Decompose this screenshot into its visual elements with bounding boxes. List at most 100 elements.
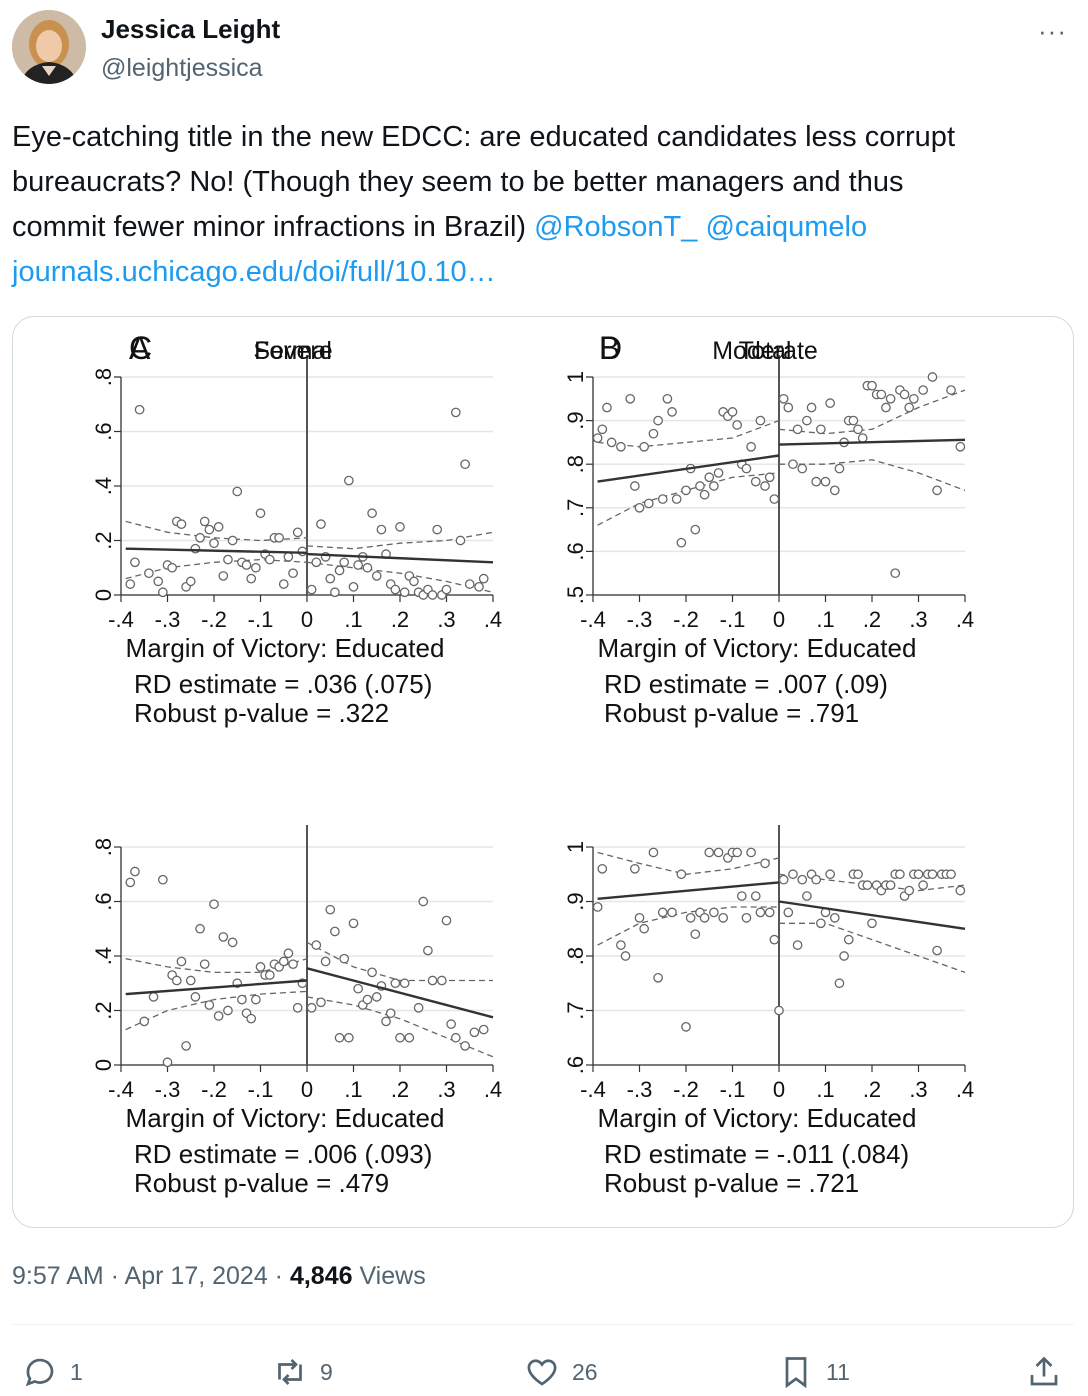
data-point (176, 956, 187, 967)
media-image[interactable]: 0 .2 .4 .6 .8 -.4 -.3 -.2 -.1 0 .1 .2 .3 .4 A Formal Mar… (12, 316, 1074, 1228)
tweet-line: Eye-catching title in the new EDCC: are … (12, 121, 955, 153)
author-avatar[interactable] (12, 10, 86, 84)
data-point (204, 524, 215, 535)
data-point (460, 459, 470, 470)
more-options-icon[interactable]: ··· (1038, 16, 1067, 46)
x-tick-label: .2 (863, 607, 881, 632)
y-tick-label: .6 (563, 1056, 588, 1074)
author-handle[interactable]: @leightjessica (101, 54, 263, 82)
y-tick-label: .2 (91, 1001, 116, 1019)
x-tick-label: -.3 (155, 1077, 181, 1102)
data-point (320, 956, 331, 967)
data-point (904, 402, 915, 413)
robust-p-value: Robust p-value = .721 (604, 1168, 859, 1198)
reply-button[interactable]: 1 (22, 1352, 83, 1392)
data-point (343, 475, 354, 486)
data-point (297, 546, 308, 557)
data-point (732, 420, 743, 430)
data-point (367, 508, 377, 519)
data-point (797, 874, 808, 885)
chart-panel-b: .5 .6 .7 .8 .9 1 -.4 -.3 -.2 -.1 0 .1 .2 .3 .4 B Moderat… (563, 330, 974, 728)
data-point (918, 385, 929, 395)
data-point (616, 441, 626, 452)
like-button[interactable]: 26 (524, 1352, 598, 1392)
author-name[interactable]: Jessica Leight (101, 14, 281, 44)
data-point (750, 476, 761, 487)
repost-button[interactable]: 9 (272, 1352, 333, 1392)
x-tick-label: .4 (956, 607, 974, 632)
data-point (755, 415, 766, 426)
data-point (788, 869, 798, 880)
chart-panel-a: 0 .2 .4 .6 .8 -.4 -.3 -.2 -.1 0 .1 .2 .3 .4 A Formal Mar… (91, 330, 502, 728)
data-point (806, 402, 817, 413)
share-button[interactable] (1026, 1352, 1062, 1392)
data-point (199, 959, 210, 970)
x-tick-label: -.1 (720, 1077, 746, 1102)
rd-estimate: RD estimate = .006 (.093) (134, 1139, 432, 1169)
y-tick-label: .8 (91, 838, 116, 856)
confidence-band (597, 906, 779, 946)
data-point (955, 885, 966, 896)
data-point (592, 902, 603, 912)
fit-line (778, 900, 966, 930)
panel-letter: C (129, 330, 152, 366)
data-point (876, 389, 887, 400)
data-point (325, 573, 336, 584)
y-tick-label: .6 (91, 422, 116, 440)
data-point (843, 934, 854, 945)
data-point (792, 940, 803, 950)
data-point (955, 441, 966, 452)
tweet-timestamp[interactable]: 9:57 AM · Apr 17, 2024 · (12, 1262, 290, 1290)
data-point (764, 907, 775, 918)
data-point (699, 489, 710, 500)
data-point (946, 385, 956, 395)
data-point (125, 579, 136, 589)
x-axis-label: Margin of Victory: Educated (126, 1103, 445, 1133)
data-point (278, 956, 289, 967)
x-tick-label: .3 (909, 1077, 927, 1102)
mention-link[interactable]: @RobsonT_ (534, 211, 698, 243)
article-link[interactable]: journals.uchicago.edu/doi/full/10.10… (12, 256, 496, 288)
data-point (788, 459, 798, 470)
data-point (255, 962, 266, 972)
data-point (264, 554, 275, 565)
data-point (834, 978, 845, 989)
data-point (153, 576, 164, 587)
data-point (899, 389, 910, 400)
data-point (288, 568, 298, 579)
confidence-band (778, 389, 966, 435)
data-point (634, 502, 645, 513)
tweet-line: commit fewer minor infractions in Brazil… (12, 205, 1062, 250)
data-point (825, 869, 836, 880)
data-point (381, 1016, 391, 1027)
repost-icon (278, 1359, 302, 1385)
data-point (316, 519, 326, 529)
x-tick-label: -.2 (201, 607, 227, 632)
confidence-band (125, 990, 308, 1031)
mention-link[interactable]: @caiqumelo (705, 211, 868, 243)
data-point (232, 486, 243, 497)
tweet-line-text: commit fewer minor infractions in Brazil… (12, 211, 535, 243)
data-point (895, 869, 905, 880)
data-point (339, 557, 350, 568)
data-point (690, 929, 701, 940)
bookmark-button[interactable]: 11 (778, 1352, 850, 1392)
data-point (885, 393, 896, 404)
x-tick-label: -.1 (248, 607, 274, 632)
data-point (264, 970, 275, 980)
data-point (209, 538, 219, 549)
x-tick-label: .3 (437, 607, 455, 632)
x-tick-label: -.1 (248, 1077, 274, 1102)
data-point (667, 407, 677, 417)
y-tick-label: .5 (563, 586, 588, 604)
y-tick-label: .8 (563, 455, 588, 473)
data-point (671, 494, 682, 504)
x-tick-label: .1 (344, 1077, 362, 1102)
data-point (681, 485, 691, 496)
data-point (409, 576, 419, 587)
data-point (653, 972, 663, 983)
data-point (797, 463, 808, 474)
data-point (353, 983, 363, 994)
data-point (158, 587, 168, 598)
data-point (455, 535, 466, 546)
